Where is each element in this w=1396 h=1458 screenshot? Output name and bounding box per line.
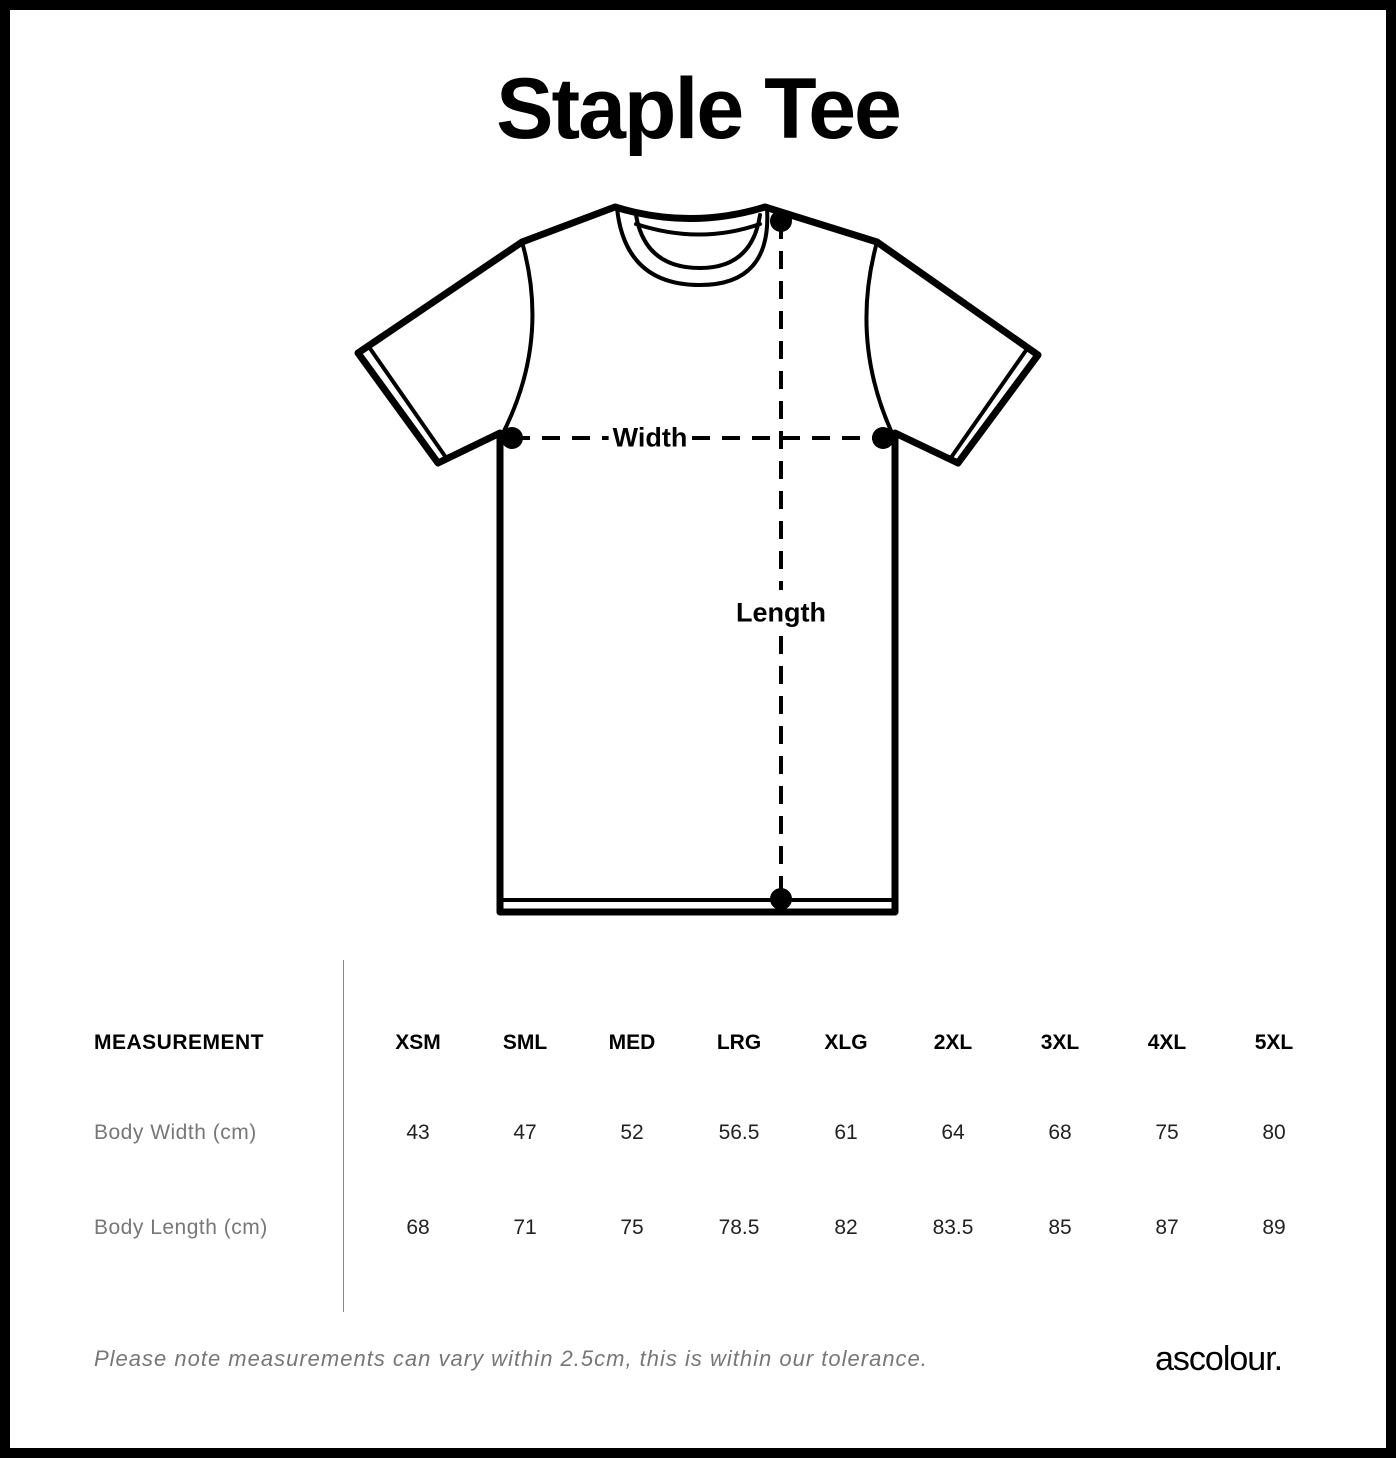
table-cell: 89 — [1262, 1216, 1286, 1239]
width-label: Width — [608, 422, 692, 454]
size-header: 5XL — [1254, 1031, 1294, 1054]
cuff-left — [367, 345, 449, 461]
table-cell: 71 — [513, 1216, 537, 1239]
row-label: Body Width (cm) — [94, 1121, 257, 1144]
table-cell: 82 — [834, 1216, 858, 1239]
table-divider — [343, 960, 344, 1312]
table-cell: 64 — [941, 1121, 965, 1144]
armhole-left — [501, 240, 535, 435]
table-cell: 43 — [406, 1121, 430, 1144]
tee-outline — [354, 203, 1042, 916]
collar-band — [634, 222, 762, 237]
size-header: SML — [502, 1031, 548, 1054]
table-cell: 85 — [1048, 1216, 1072, 1239]
table-cell: 68 — [406, 1216, 430, 1239]
table-cell: 83.5 — [932, 1216, 974, 1239]
table-cell: 75 — [1155, 1121, 1179, 1144]
length-label: Length — [732, 597, 830, 629]
size-header: LRG — [716, 1031, 762, 1054]
table-cell: 47 — [513, 1121, 537, 1144]
measure-point-right — [872, 427, 894, 449]
size-header: 4XL — [1147, 1031, 1187, 1054]
measure-point-shoulder — [770, 210, 792, 232]
tolerance-note: Please note measurements can vary within… — [94, 1346, 928, 1371]
size-header: 2XL — [933, 1031, 973, 1054]
table-cell: 75 — [620, 1216, 644, 1239]
collar-outer — [615, 206, 770, 287]
table-cell: 52 — [620, 1121, 644, 1144]
table-cell: 68 — [1048, 1121, 1072, 1144]
table-cell: 78.5 — [718, 1216, 760, 1239]
size-header: XLG — [824, 1031, 868, 1054]
row-label: Body Length (cm) — [94, 1216, 268, 1239]
armhole-right — [864, 240, 894, 435]
page-title: Staple Tee — [496, 61, 902, 157]
brand-logo: ascolour. — [1155, 1340, 1283, 1378]
collar-inner — [634, 213, 762, 270]
measure-point-hem — [770, 888, 792, 910]
table-cell: 61 — [834, 1121, 858, 1144]
measurement-header: MEASUREMENT — [94, 1031, 265, 1054]
cuff-right — [948, 347, 1029, 461]
table-cell: 80 — [1262, 1121, 1286, 1144]
size-header: MED — [608, 1031, 656, 1054]
table-cell: 87 — [1155, 1216, 1179, 1239]
table-cell: 56.5 — [718, 1121, 760, 1144]
size-header: 3XL — [1040, 1031, 1080, 1054]
measure-point-left — [501, 427, 523, 449]
size-header: XSM — [395, 1031, 441, 1054]
